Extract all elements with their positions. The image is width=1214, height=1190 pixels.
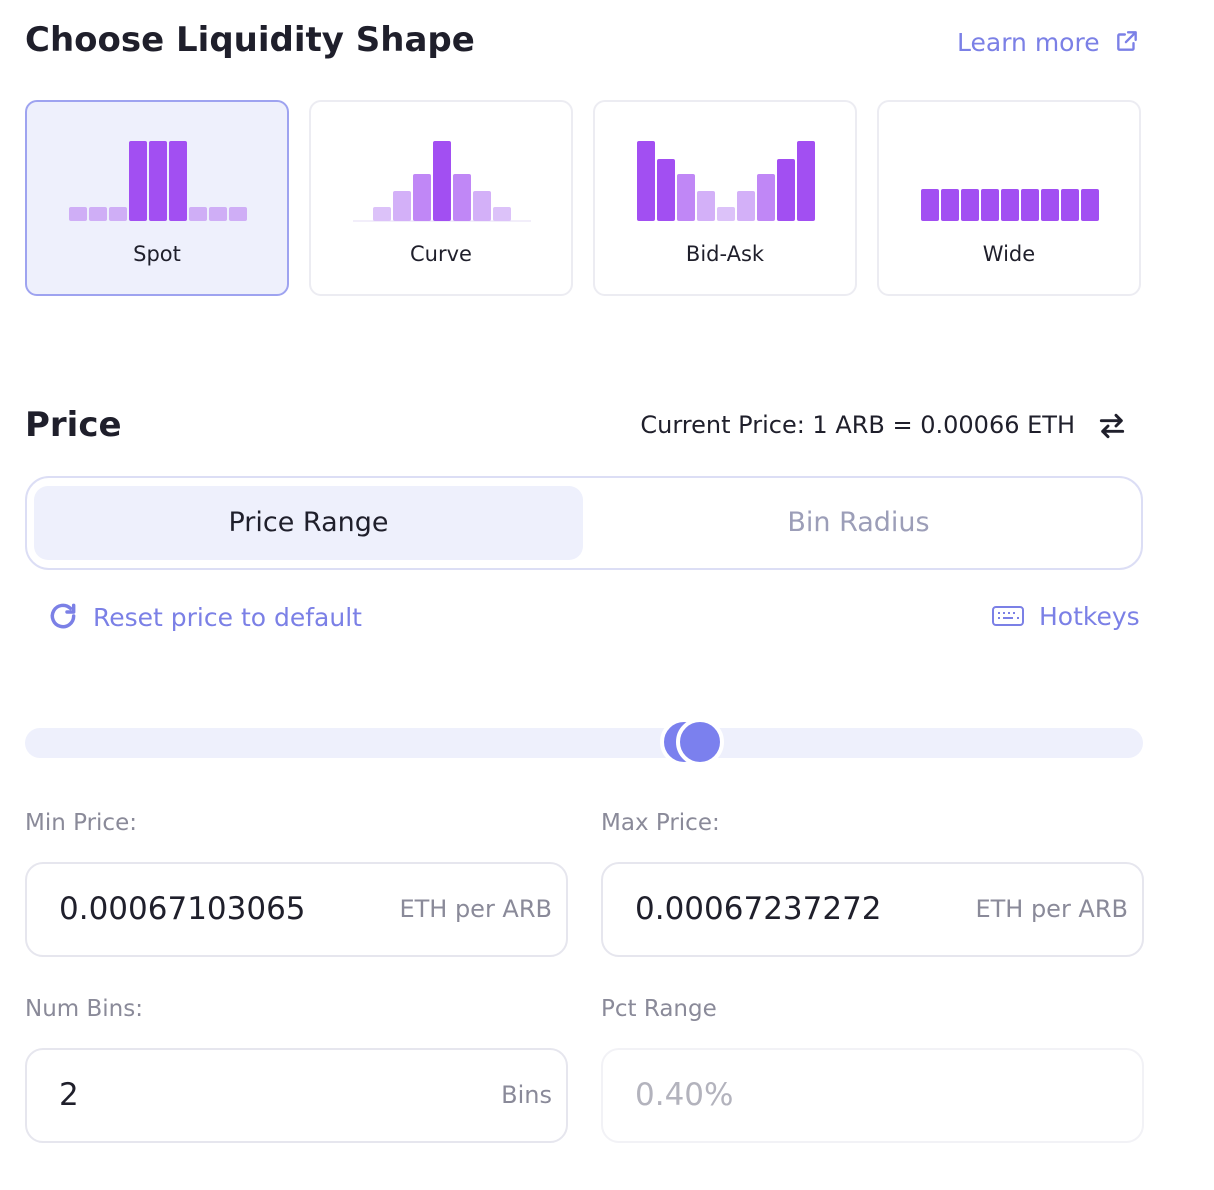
input-value: 0.00067237272	[635, 891, 882, 927]
icon-bar	[453, 174, 471, 221]
icon-bar	[189, 207, 207, 221]
link-text: Learn more	[957, 28, 1100, 57]
icon-bar	[1001, 189, 1019, 221]
section-title: Choose Liquidity Shape	[25, 20, 475, 60]
shape-card[interactable]: Wide	[877, 100, 1141, 296]
icon-bar	[209, 207, 227, 221]
icon-bar	[69, 207, 87, 221]
slider-track[interactable]	[25, 728, 1143, 758]
tab[interactable]: Price Range	[34, 486, 583, 560]
hotkeys-button[interactable]: Hotkeys	[991, 602, 1140, 631]
field-label: Max Price:	[601, 810, 720, 836]
reset-button[interactable]: Reset price to default	[47, 600, 362, 632]
input-value: 2	[59, 1077, 79, 1113]
input-field[interactable]: 0.00067237272 ETH per ARB	[601, 862, 1144, 957]
icon-bar	[697, 191, 715, 221]
field-label: Min Price:	[25, 810, 137, 836]
icon-bar	[129, 141, 147, 221]
field-label: Num Bins:	[25, 996, 143, 1022]
price-title: Price	[25, 405, 122, 445]
icon-bar	[473, 191, 491, 221]
icon-bar	[961, 189, 979, 221]
field-label: Pct Range	[601, 996, 717, 1022]
current-price: Current Price: 1 ARB = 0.00066 ETH	[640, 411, 1075, 439]
icon-bar	[1041, 189, 1059, 221]
icon-bar	[757, 174, 775, 221]
shape-icon	[637, 141, 815, 221]
icon-bar	[413, 174, 431, 221]
input-field[interactable]: 2 Bins	[25, 1048, 568, 1143]
tab-group: Price Range Bin Radius	[25, 476, 1143, 570]
shape-icon	[921, 189, 1099, 221]
icon-bar	[717, 207, 735, 221]
icon-bar	[1021, 189, 1039, 221]
input-value: 0.40%	[635, 1077, 734, 1113]
shape-icon	[353, 141, 531, 222]
icon-bar	[229, 207, 247, 221]
keyboard-icon	[992, 606, 1024, 626]
icon-bar	[677, 174, 695, 221]
icon-bar	[89, 207, 107, 221]
reset-text: Reset price to default	[93, 603, 362, 632]
shape-card[interactable]: Spot	[25, 100, 289, 296]
icon-bar	[737, 191, 755, 221]
shape-card[interactable]: Curve	[309, 100, 573, 296]
reset-icon	[50, 603, 76, 629]
icon-bar	[1061, 189, 1079, 221]
icon-bar	[941, 189, 959, 221]
shape-label: Bid-Ask	[685, 242, 765, 266]
swap-icon[interactable]	[1096, 410, 1128, 442]
icon-bar	[797, 141, 815, 221]
shape-card[interactable]: Bid-Ask	[593, 100, 857, 296]
shape-label: Curve	[410, 242, 472, 266]
learn-more-link[interactable]: Learn more	[957, 28, 1140, 57]
slider-handles[interactable]	[650, 714, 730, 774]
icon-bar	[373, 207, 391, 221]
icon-bar	[981, 189, 999, 221]
shape-icon	[69, 141, 247, 221]
icon-bar	[493, 207, 511, 221]
input-unit: Bins	[501, 1081, 552, 1109]
icon-bar	[657, 159, 675, 221]
input-field[interactable]: 0.00067103065 ETH per ARB	[25, 862, 568, 957]
input-field: 0.40%	[601, 1048, 1144, 1143]
input-unit: ETH per ARB	[399, 895, 552, 923]
input-unit: ETH per ARB	[975, 895, 1128, 923]
external-icon	[1116, 31, 1137, 51]
input-value: 0.00067103065	[59, 891, 306, 927]
shape-label: Wide	[982, 242, 1036, 266]
shape-label: Spot	[133, 242, 181, 266]
tab[interactable]: Bin Radius	[787, 507, 930, 538]
icon-bar	[109, 207, 127, 221]
icon-bar	[1081, 189, 1099, 221]
hotkeys-text: Hotkeys	[1039, 602, 1140, 631]
icon-bar	[637, 141, 655, 221]
icon-bar	[921, 189, 939, 221]
icon-bar	[169, 141, 187, 221]
icon-bar	[149, 141, 167, 221]
icon-bar	[393, 191, 411, 221]
icon-bar	[433, 141, 451, 221]
icon-bar	[777, 159, 795, 221]
